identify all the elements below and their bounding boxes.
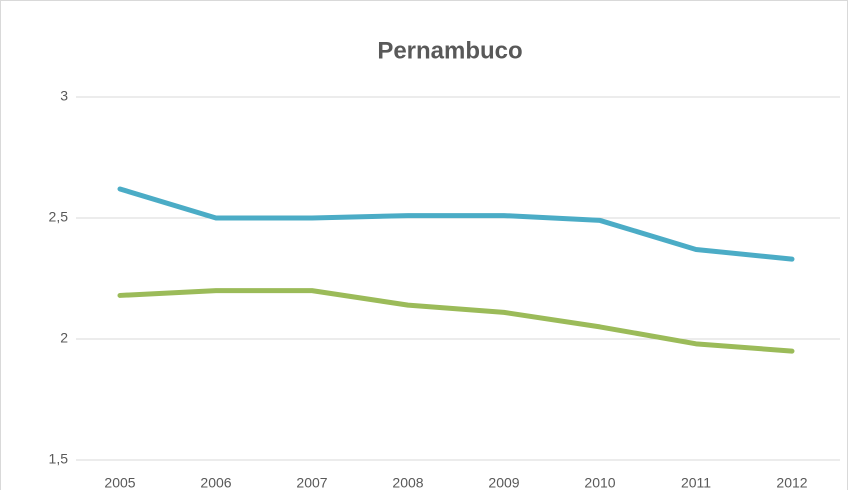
y-tick-label: 2,5 [49,209,69,225]
y-tick-label: 2 [60,330,68,346]
line-series [117,186,795,262]
x-tick-label: 2008 [392,475,423,490]
y-tick-label: 3 [60,88,68,104]
y-tick-label: 1,5 [49,451,69,467]
line-series [117,288,795,354]
x-tick-label: 2005 [104,475,135,490]
chart-title: Pernambuco [377,37,522,64]
x-tick-label: 2011 [681,475,711,490]
x-tick-label: 2007 [296,475,327,490]
x-tick-label: 2012 [776,475,807,490]
x-tick-label: 2010 [584,475,615,490]
x-tick-label: 2006 [200,475,231,490]
x-tick-label: 2009 [488,475,519,490]
